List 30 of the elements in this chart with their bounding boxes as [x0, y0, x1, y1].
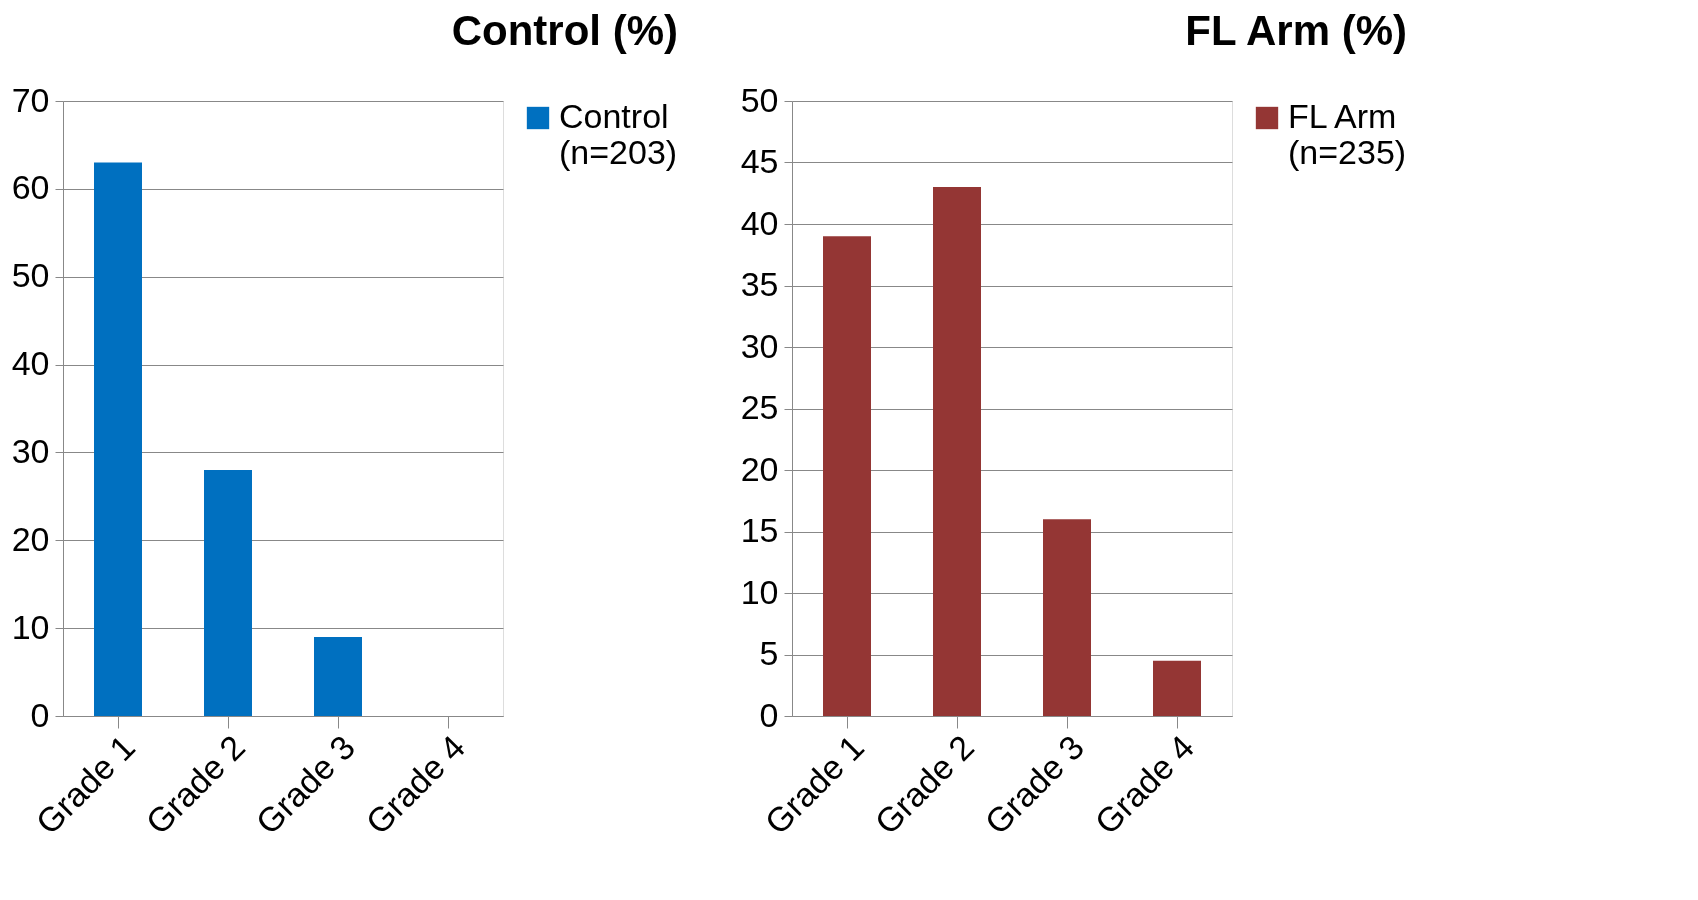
- y-tick-label: 5: [759, 634, 779, 672]
- bar: [314, 636, 362, 716]
- legend-label: FL Arm (n=235): [1288, 97, 1407, 171]
- bar: [1153, 660, 1201, 716]
- y-tick-label: 10: [740, 572, 779, 611]
- y-tick-label: 0: [759, 695, 779, 734]
- y-tick-label: 15: [740, 511, 779, 549]
- y-tick-label: 40: [740, 203, 779, 242]
- bar: [94, 162, 142, 716]
- y-tick-label: 50: [740, 80, 779, 119]
- y-tick-label: 30: [11, 431, 50, 470]
- y-tick-label: 25: [740, 388, 779, 426]
- legend-label: Control (n=203): [559, 97, 678, 171]
- y-tick-label: 40: [11, 344, 50, 383]
- chart-title: FL Arm (%): [1185, 7, 1407, 54]
- y-tick-label: 70: [11, 80, 50, 119]
- y-tick-label: 20: [11, 519, 50, 558]
- y-tick-label: 35: [740, 265, 779, 303]
- chart-title: Control (%): [451, 7, 678, 54]
- y-tick-label: 45: [740, 142, 779, 180]
- y-tick-label: 0: [30, 695, 50, 734]
- y-tick-label: 60: [11, 168, 50, 207]
- bar: [933, 187, 981, 716]
- bar: [1043, 519, 1091, 716]
- y-tick-label: 50: [11, 256, 50, 295]
- y-tick-label: 30: [740, 326, 779, 365]
- y-tick-label: 20: [740, 449, 779, 488]
- bar: [823, 236, 871, 716]
- y-tick-label: 10: [11, 607, 50, 646]
- bar: [204, 470, 252, 716]
